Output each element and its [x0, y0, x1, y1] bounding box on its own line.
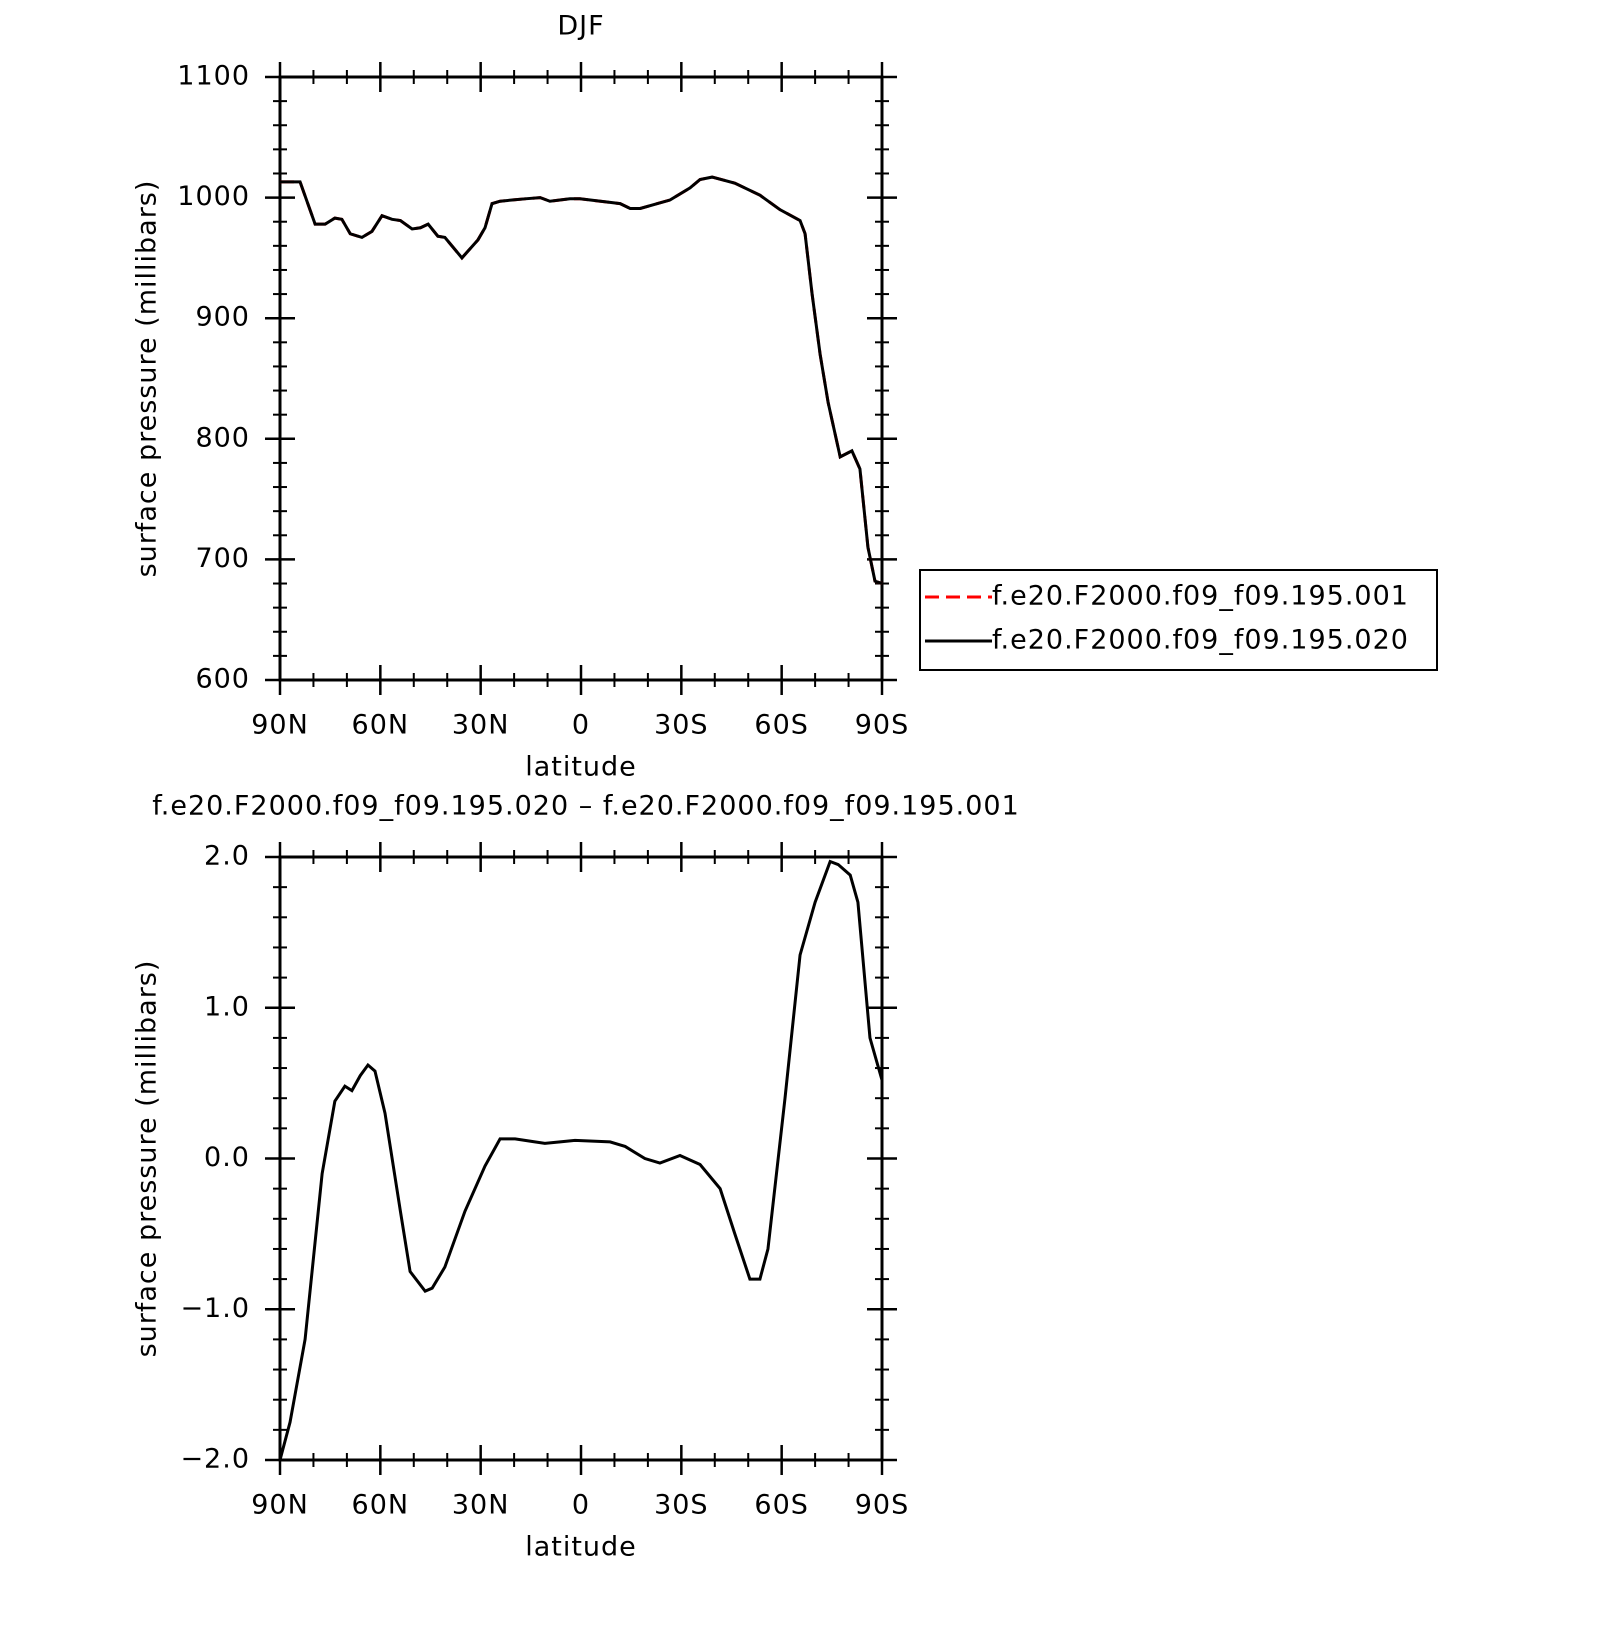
x-tick-label: 30S [654, 710, 709, 741]
y-tick-label: 0.0 [204, 1142, 250, 1173]
y-tick-label: −1.0 [180, 1293, 250, 1324]
plot-frame [278, 75, 884, 682]
chart-title: DJF [557, 11, 604, 42]
x-tick-label: 90N [251, 710, 309, 741]
y-axis-label: surface pressure (millibars) [132, 180, 163, 578]
legend-label: f.e20.F2000.f09_f09.195.020 [992, 625, 1409, 656]
x-tick-label: 60N [352, 710, 410, 741]
legend-box [919, 569, 1438, 671]
data-line [278, 859, 884, 1461]
x-tick-label: 30N [452, 1490, 510, 1521]
plot-frame [278, 855, 884, 1462]
x-tick-label: 60N [352, 1490, 410, 1521]
y-axis-label: surface pressure (millibars) [132, 960, 163, 1358]
y-tick-label: 2.0 [204, 841, 250, 872]
y-tick-label: 1.0 [204, 991, 250, 1022]
chart-title: f.e20.F2000.f09_f09.195.020 – f.e20.F200… [152, 791, 1020, 822]
x-tick-label: 0 [572, 710, 590, 741]
x-tick-label: 60S [754, 1490, 809, 1521]
data-line [280, 175, 883, 585]
y-tick-label: 900 [195, 302, 250, 333]
x-tick-label: 90N [251, 1490, 309, 1521]
y-tick-label: −2.0 [180, 1444, 250, 1475]
x-tick-label: 0 [572, 1490, 590, 1521]
legend-label: f.e20.F2000.f09_f09.195.001 [992, 581, 1409, 612]
x-tick-label: 90S [855, 710, 910, 741]
y-tick-label: 800 [195, 422, 250, 453]
y-tick-label: 700 [195, 543, 250, 574]
x-tick-label: 60S [754, 710, 809, 741]
x-axis-label: latitude [525, 752, 637, 783]
y-tick-label: 1000 [177, 181, 250, 212]
y-tick-label: 600 [195, 664, 250, 695]
x-axis-label: latitude [525, 1532, 637, 1563]
x-tick-label: 30S [654, 1490, 709, 1521]
x-tick-label: 30N [452, 710, 510, 741]
data-line [280, 175, 883, 585]
x-tick-label: 90S [855, 1490, 910, 1521]
y-tick-label: 1100 [177, 61, 250, 92]
